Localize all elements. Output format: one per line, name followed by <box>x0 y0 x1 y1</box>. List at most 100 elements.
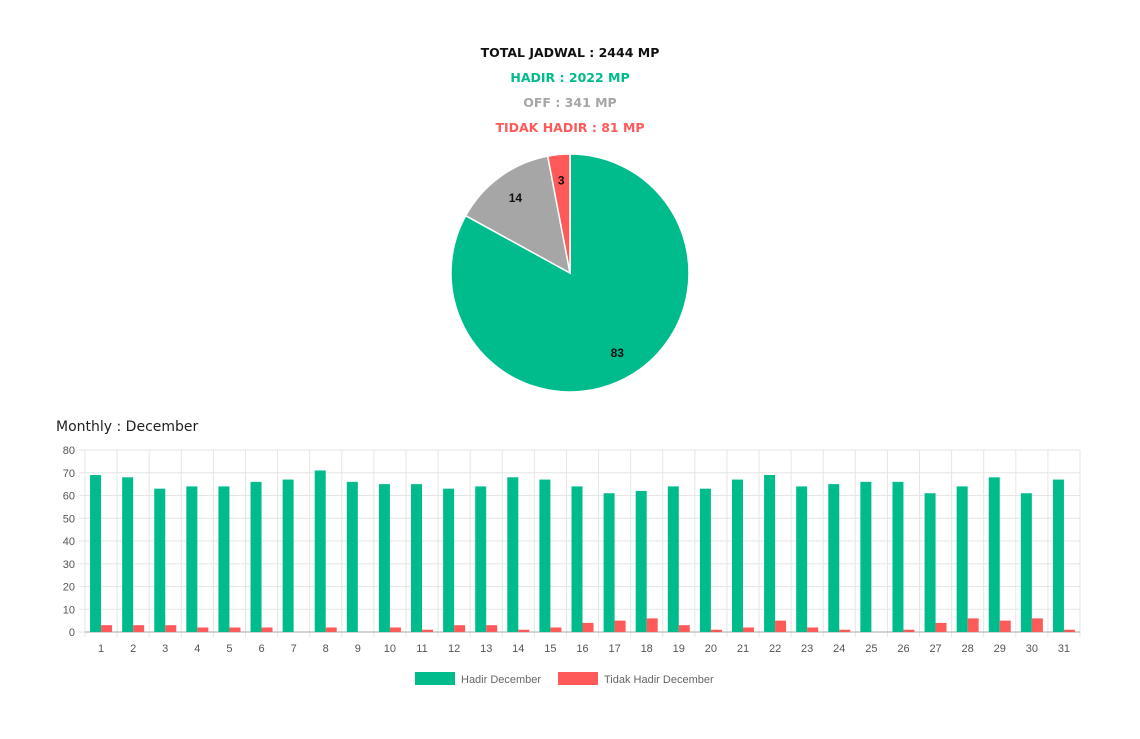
bar-hadir[interactable] <box>1052 479 1064 632</box>
x-tick-label: 15 <box>544 643 556 655</box>
bar-tidak-hadir[interactable] <box>999 620 1011 632</box>
bar-hadir[interactable] <box>924 493 936 632</box>
bar-tidak-hadir[interactable] <box>486 625 498 632</box>
x-tick-label: 21 <box>737 643 749 655</box>
bar-tidak-hadir[interactable] <box>807 627 819 632</box>
bar-tidak-hadir[interactable] <box>1031 618 1043 632</box>
bar-tidak-hadir[interactable] <box>389 627 401 632</box>
x-tick-label: 20 <box>705 643 717 655</box>
bar-tidak-hadir[interactable] <box>229 627 241 632</box>
bar-tidak-hadir[interactable] <box>967 618 979 632</box>
x-tick-label: 7 <box>291 643 297 655</box>
bar-tidak-hadir[interactable] <box>775 620 787 632</box>
bar-tidak-hadir[interactable] <box>1063 629 1075 632</box>
y-tick-label: 60 <box>63 491 75 503</box>
y-tick-label: 70 <box>63 468 75 480</box>
x-tick-label: 26 <box>897 643 909 655</box>
bar-hadir[interactable] <box>828 484 840 632</box>
bar-hadir[interactable] <box>699 488 711 632</box>
bar-hadir[interactable] <box>571 486 583 632</box>
summary-total-jadwal: TOTAL JADWAL : 2444 MP <box>480 45 660 60</box>
y-tick-label: 20 <box>63 582 75 594</box>
bar-hadir[interactable] <box>122 477 134 632</box>
bar-hadir[interactable] <box>282 479 294 632</box>
legend-label-hadir[interactable]: Hadir December <box>461 674 541 686</box>
bar-tidak-hadir[interactable] <box>710 629 722 632</box>
x-tick-label: 11 <box>416 643 427 655</box>
bar-hadir[interactable] <box>731 479 743 632</box>
bar-tidak-hadir[interactable] <box>903 629 915 632</box>
bar-hadir[interactable] <box>860 481 872 632</box>
bar-tidak-hadir[interactable] <box>133 625 145 632</box>
x-tick-label: 12 <box>448 643 460 655</box>
bar-hadir[interactable] <box>411 484 423 632</box>
x-tick-label: 16 <box>576 643 588 655</box>
bar-tidak-hadir[interactable] <box>165 625 177 632</box>
bar-tidak-hadir[interactable] <box>261 627 273 632</box>
y-tick-label: 80 <box>63 445 75 457</box>
bar-tidak-hadir[interactable] <box>678 625 690 632</box>
bar-hadir[interactable] <box>475 486 487 632</box>
bar-hadir[interactable] <box>378 484 390 632</box>
legend-swatch-hadir[interactable] <box>415 672 455 685</box>
x-tick-label: 28 <box>962 643 974 655</box>
bar-tidak-hadir[interactable] <box>325 627 337 632</box>
bar-hadir[interactable] <box>346 481 358 632</box>
bar-tidak-hadir[interactable] <box>742 627 754 632</box>
x-tick-label: 9 <box>355 643 361 655</box>
summary-tidak-hadir: TIDAK HADIR : 81 MP <box>495 120 645 135</box>
bar-tidak-hadir[interactable] <box>550 627 562 632</box>
legend-swatch-tidak-hadir[interactable] <box>558 672 598 685</box>
bar-hadir[interactable] <box>603 493 615 632</box>
bar-hadir[interactable] <box>988 477 1000 632</box>
x-tick-label: 8 <box>323 643 329 655</box>
bar-hadir[interactable] <box>250 481 262 632</box>
bar-hadir[interactable] <box>1020 493 1032 632</box>
bar-hadir[interactable] <box>154 488 166 632</box>
bar-tidak-hadir[interactable] <box>646 618 658 632</box>
bar-hadir[interactable] <box>443 488 455 632</box>
summary-hadir: HADIR : 2022 MP <box>510 70 630 85</box>
bar-tidak-hadir[interactable] <box>454 625 466 632</box>
bar-hadir[interactable] <box>892 481 904 632</box>
legend-label-tidak-hadir[interactable]: Tidak Hadir December <box>604 674 714 686</box>
bar-tidak-hadir[interactable] <box>197 627 209 632</box>
x-tick-label: 22 <box>769 643 781 655</box>
pie-slice-off[interactable] <box>464 155 572 275</box>
y-tick-label: 30 <box>63 559 75 571</box>
bar-hadir[interactable] <box>667 486 679 632</box>
bar-tidak-hadir[interactable] <box>101 625 113 632</box>
x-tick-label: 30 <box>1026 643 1038 655</box>
y-tick-label: 0 <box>69 627 75 639</box>
x-tick-label: 1 <box>98 643 104 655</box>
bar-tidak-hadir[interactable] <box>839 629 851 632</box>
pie-slice-tidak-hadir[interactable] <box>546 153 571 274</box>
bar-hadir[interactable] <box>90 475 102 632</box>
bar-tidak-hadir[interactable] <box>614 620 626 632</box>
attendance-pie-chart[interactable]: 83 14 3 <box>440 143 700 403</box>
bar-tidak-hadir[interactable] <box>935 622 947 632</box>
bar-hadir[interactable] <box>796 486 808 632</box>
pie-label-off: 14 <box>509 191 523 205</box>
x-tick-label: 24 <box>833 643 845 655</box>
bar-hadir[interactable] <box>218 486 230 632</box>
x-tick-label: 4 <box>194 643 200 655</box>
monthly-chart-title: Monthly : December <box>56 419 199 435</box>
y-tick-label: 10 <box>63 604 75 616</box>
bar-hadir[interactable] <box>956 486 968 632</box>
pie-label-hadir: 83 <box>611 346 625 360</box>
bar-tidak-hadir[interactable] <box>422 629 434 632</box>
bar-tidak-hadir[interactable] <box>582 622 594 632</box>
x-tick-label: 27 <box>929 643 941 655</box>
x-tick-label: 18 <box>641 643 653 655</box>
bar-hadir[interactable] <box>764 475 776 632</box>
bar-hadir[interactable] <box>314 470 326 632</box>
bar-tidak-hadir[interactable] <box>518 629 530 632</box>
bar-hadir[interactable] <box>507 477 519 632</box>
x-tick-label: 29 <box>994 643 1006 655</box>
bar-hadir[interactable] <box>635 490 647 632</box>
x-tick-label: 13 <box>480 643 492 655</box>
bar-hadir[interactable] <box>539 479 551 632</box>
bar-hadir[interactable] <box>186 486 198 632</box>
